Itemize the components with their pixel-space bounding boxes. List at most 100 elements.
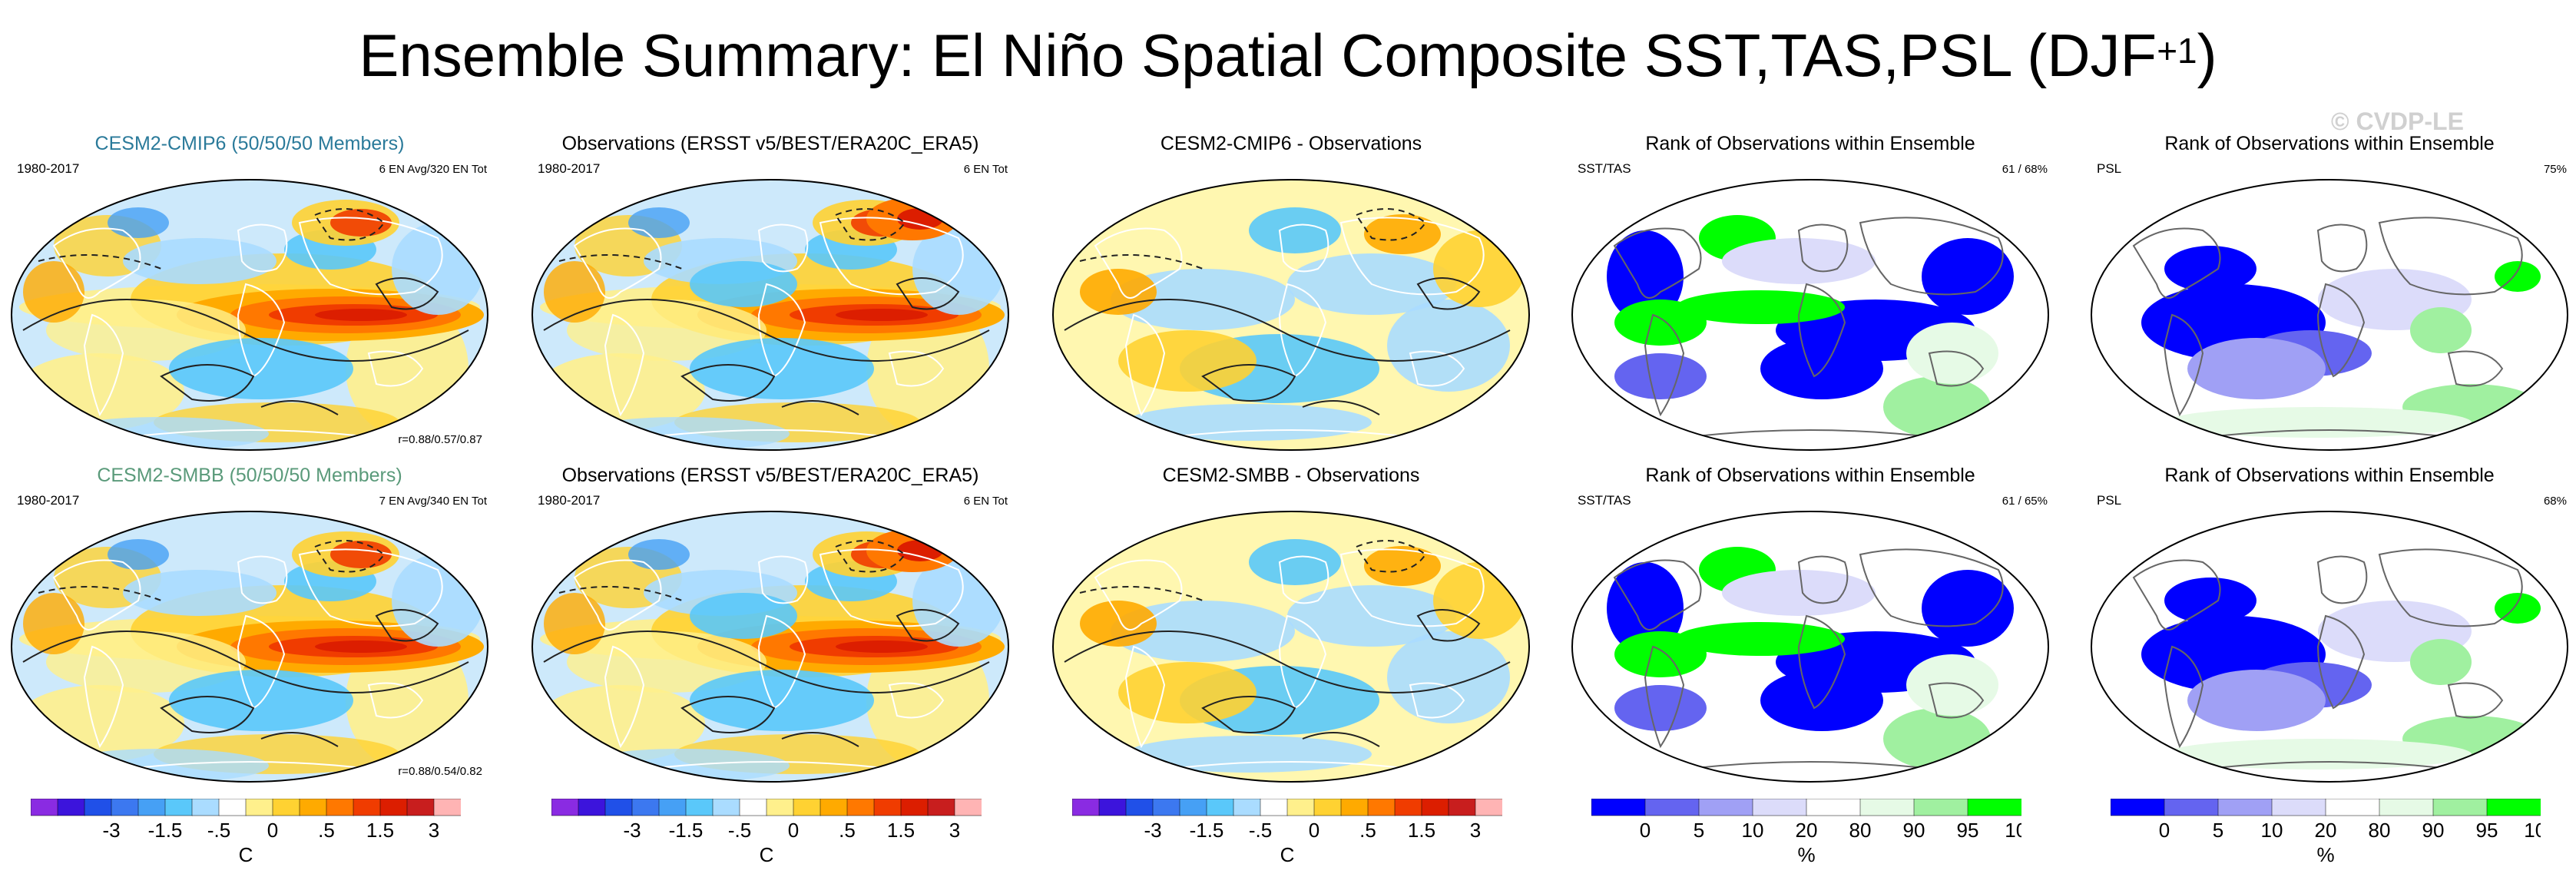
colorbar-tick-label: 20 [2315, 819, 2337, 842]
pressure-contour [1416, 277, 1481, 310]
colorbar-tick-label: 1.5 [366, 819, 394, 842]
colorbar-swatch [578, 799, 606, 816]
panel-period: 1980-2017 [17, 493, 80, 508]
coastline [1124, 645, 1166, 749]
world-map [531, 179, 1009, 451]
coastline [2316, 614, 2366, 710]
colorbar-tick-label: -3 [1144, 819, 1161, 842]
coastline [52, 227, 141, 299]
map-panel: CESM2-SMBB (50/50/50 Members) 1980-2017 7 … [8, 464, 492, 786]
map-anomaly-region [1364, 214, 1441, 254]
coastline [1859, 548, 2004, 627]
colorbar-swatch [1206, 799, 1234, 816]
colorbar-tick-label: 10 [2261, 819, 2283, 842]
map-anomaly-region [1433, 562, 1525, 639]
colorbar-tick-label: .5 [318, 819, 335, 842]
panel-period: 1980-2017 [538, 161, 601, 176]
coastline [2378, 217, 2523, 296]
coastline [819, 548, 964, 627]
panel-period: SST/TAS [1578, 161, 1631, 176]
map-anomaly-region [1607, 562, 1684, 654]
colorbar-tick-label: -.5 [207, 819, 230, 842]
colorbar: -3 -1.5 -.5 0 .5 1.5 3 [1072, 799, 1502, 842]
colorbar-swatch [326, 799, 354, 816]
pressure-contour [375, 277, 439, 310]
coastline [1409, 682, 1465, 719]
coastline [1278, 555, 1329, 604]
pressure-contour [543, 630, 990, 693]
map-anomaly-region [169, 338, 353, 399]
coastline [643, 761, 898, 770]
panel-title: Rank of Observations within Ensemble [2164, 465, 2495, 486]
panel-period: PSL [2097, 493, 2122, 508]
colorbar-swatch [1913, 799, 1968, 816]
map-panel: Rank of Observations within Ensemble PSL 7… [2088, 132, 2571, 455]
coastline [1164, 761, 1419, 770]
colorbar-tick-label: 100 [2005, 819, 2021, 842]
map-anomaly-region [628, 207, 690, 238]
colorbar-swatch [1179, 799, 1207, 816]
map-anomaly-region [1614, 685, 1707, 731]
map-anomaly-region [1906, 323, 1998, 384]
map-anomaly-region [1922, 238, 2014, 315]
colorbar-swatch [1421, 799, 1449, 816]
coastline [237, 223, 288, 273]
colorbar-tick-label: 0 [788, 819, 799, 842]
main-title: Ensemble Summary: El Niño Spatial Compos… [0, 17, 2576, 94]
coastline [298, 548, 443, 627]
pressure-contour [896, 277, 960, 310]
colorbar-tick-label: 95 [2476, 819, 2498, 842]
map-anomaly-region [628, 539, 690, 570]
colorbar-swatch [766, 799, 794, 816]
map-anomaly-region [690, 261, 797, 307]
pressure-contour [313, 540, 386, 573]
colorbar-tick-label: -1.5 [1190, 819, 1224, 842]
world-map [1052, 179, 1530, 451]
pressure-contour [680, 364, 776, 402]
pressure-contour [680, 696, 776, 733]
colorbar-swatch [1752, 799, 1807, 816]
panel-count: 6 EN Tot [963, 163, 1008, 176]
coastline [573, 559, 662, 630]
world-map [1571, 511, 2049, 783]
coastline [1797, 223, 1849, 273]
colorbar-swatch [1313, 799, 1342, 816]
coastline [83, 645, 124, 749]
colorbar-unit: C [1280, 843, 1295, 866]
map-anomaly-region [169, 670, 353, 731]
coastline [298, 217, 443, 296]
coastline [1928, 350, 1985, 387]
coastline [1928, 682, 1985, 719]
coastline [237, 283, 286, 378]
map-anomaly-region [1614, 353, 1707, 399]
coastline [2378, 548, 2523, 627]
colorbar-swatch [1233, 799, 1261, 816]
colorbar-swatch [927, 799, 955, 816]
coastline [1124, 313, 1166, 417]
map-anomaly-region [1118, 330, 1257, 392]
main-title-close: ) [2197, 22, 2217, 89]
map-panel: Rank of Observations within Ensemble PSL 6… [2088, 464, 2571, 786]
map-anomaly-region [315, 309, 407, 321]
temperature-colorbar-2: -3 -1.5 -.5 0 .5 1.5 3 C [551, 799, 982, 875]
coastline [1094, 227, 1183, 299]
panel-correlation: r=0.88/0.54/0.82 [398, 765, 482, 778]
colorbar-tick-label: 5 [2213, 819, 2223, 842]
coastline [2132, 559, 2221, 630]
map-anomaly-region [897, 540, 943, 561]
map-panel: CESM2-SMBB - Observations [1049, 464, 1533, 786]
panel-count: 75% [2543, 163, 2567, 176]
panel-title: Rank of Observations within Ensemble [1645, 133, 1975, 154]
coastline [757, 223, 809, 273]
map-anomaly-region [23, 593, 84, 654]
coastline [2163, 645, 2204, 749]
map-anomaly-region [1387, 631, 1510, 723]
map-anomaly-region [330, 209, 392, 237]
map-anomaly-region [1126, 736, 1372, 773]
colorbar-swatch [819, 799, 848, 816]
colorbar-swatch [2164, 799, 2219, 816]
pressure-contour [38, 254, 162, 270]
map-anomaly-region [2164, 739, 2472, 770]
map-anomaly-region [46, 631, 246, 693]
coastline [1339, 217, 1485, 296]
